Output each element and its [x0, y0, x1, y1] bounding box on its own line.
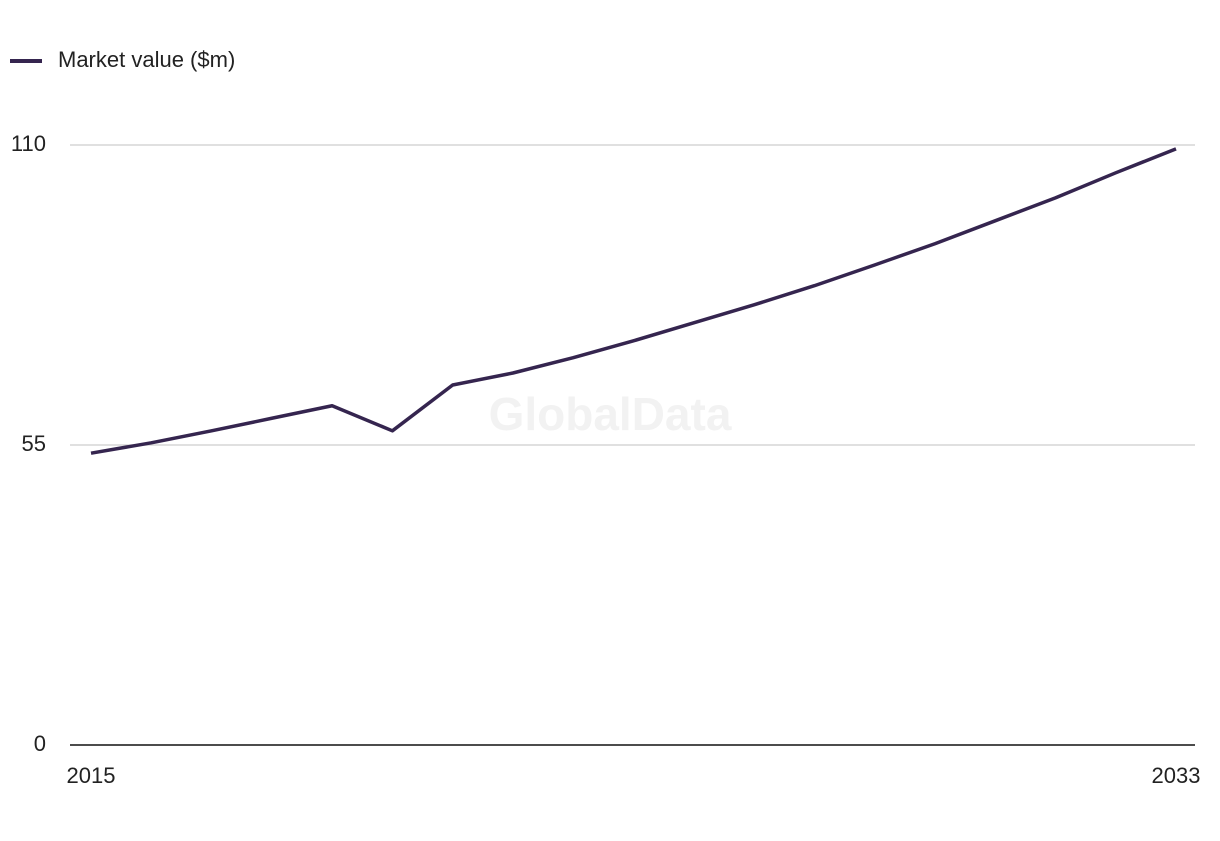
y-tick-label: 110: [11, 131, 46, 156]
legend-label: Market value ($m): [58, 47, 235, 72]
y-tick-label: 55: [22, 431, 46, 456]
x-tick-label: 2015: [67, 763, 116, 788]
data-line: [90, 147, 1177, 455]
watermark: GlobalData: [489, 388, 732, 440]
y-tick-label: 0: [34, 731, 46, 756]
x-tick-label: 2033: [1152, 763, 1201, 788]
